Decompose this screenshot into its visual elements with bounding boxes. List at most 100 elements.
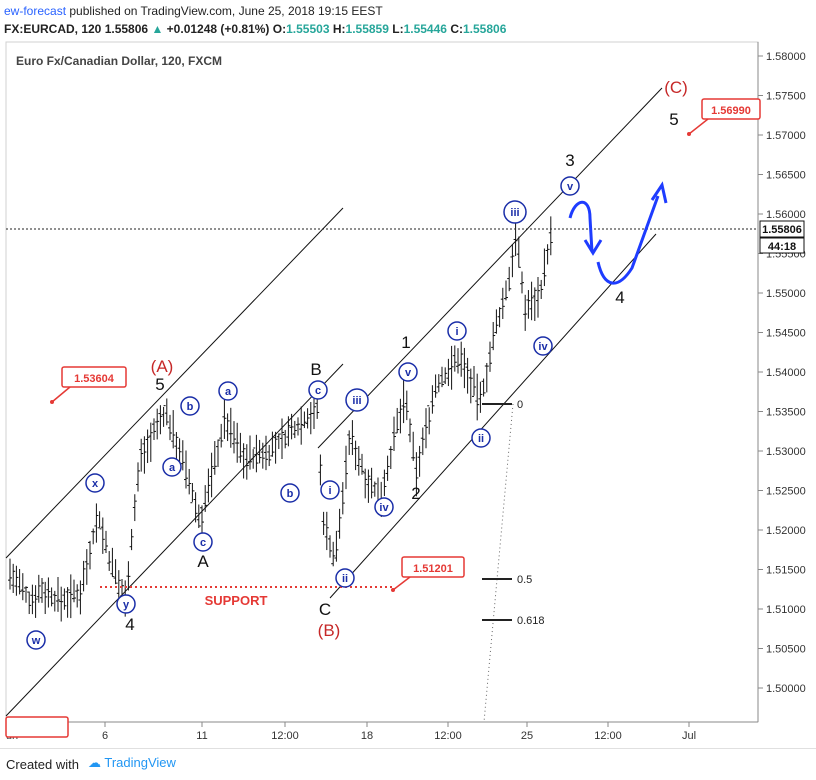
circled-wave-iii: iii xyxy=(503,200,527,224)
candle xyxy=(212,441,217,475)
circled-wave-y: y xyxy=(116,594,136,614)
price-tick-label: 1.51500 xyxy=(766,565,806,577)
svg-text:y: y xyxy=(123,599,130,611)
candle xyxy=(222,399,227,439)
candle xyxy=(196,504,201,529)
candle xyxy=(347,430,352,455)
candle xyxy=(158,405,163,435)
circled-wave-iv: iv xyxy=(374,497,394,517)
circled-wave-c: c xyxy=(308,380,328,400)
circled-wave-x: x xyxy=(85,473,105,493)
candle xyxy=(305,408,310,429)
candle xyxy=(424,408,428,449)
candle xyxy=(56,576,60,612)
time-tick-label: Jul xyxy=(682,730,696,742)
svg-text:v: v xyxy=(405,367,412,379)
candle xyxy=(91,528,96,545)
candle xyxy=(360,453,364,475)
last-price-tag-text: 1.55806 xyxy=(762,224,802,236)
wave-label-C: C xyxy=(319,600,331,619)
candle xyxy=(353,440,358,471)
candle xyxy=(193,492,198,523)
candle xyxy=(187,468,192,495)
wave-label-4-left: 4 xyxy=(125,615,134,634)
candle xyxy=(104,530,108,554)
channel-lines xyxy=(5,87,663,717)
svg-text:v: v xyxy=(567,181,574,193)
price-tick-label: 1.55000 xyxy=(766,288,806,300)
low-label: L: xyxy=(392,22,404,36)
candle xyxy=(257,439,262,464)
candle xyxy=(81,560,86,592)
candle xyxy=(139,438,144,472)
wave-label-5-right: 5 xyxy=(669,110,678,129)
time-tick-label: 18 xyxy=(361,730,373,742)
candle xyxy=(97,511,102,530)
svg-text:x: x xyxy=(92,478,99,490)
candle xyxy=(238,432,243,463)
candle xyxy=(331,541,336,567)
candle xyxy=(481,378,486,397)
candle xyxy=(94,503,99,543)
price-axis: 1.580001.575001.570001.565001.560001.555… xyxy=(758,51,806,695)
open-label: O: xyxy=(272,22,287,36)
time-tick-label: 11 xyxy=(196,730,207,742)
candle xyxy=(203,485,208,512)
candle xyxy=(88,540,92,570)
wave-label-B: B xyxy=(310,360,321,379)
candle xyxy=(11,563,16,593)
projection-curve-down xyxy=(568,200,594,253)
candle xyxy=(190,483,195,504)
candle xyxy=(520,271,524,294)
candle xyxy=(523,294,528,331)
candle xyxy=(267,444,272,467)
candle xyxy=(417,445,422,477)
candle xyxy=(440,366,444,388)
candle xyxy=(529,281,534,321)
candle xyxy=(350,420,355,456)
candle xyxy=(427,405,432,435)
candle xyxy=(539,279,544,299)
candle xyxy=(260,442,265,469)
candle xyxy=(17,568,22,595)
candle xyxy=(225,413,230,442)
candle xyxy=(344,445,348,490)
arrow-down-icon xyxy=(583,239,603,256)
tradingview-logo[interactable]: ☁ TradingView xyxy=(88,755,176,771)
up-arrow-icon: ▲ xyxy=(151,22,164,36)
candle xyxy=(283,429,288,449)
candle xyxy=(235,422,240,463)
candle xyxy=(299,406,304,445)
circled-wave-iii: iii xyxy=(345,388,369,412)
price-tick-label: 1.52000 xyxy=(766,525,806,537)
candle xyxy=(14,565,19,596)
last-price-tag xyxy=(759,220,805,238)
high-label: H: xyxy=(332,22,346,36)
author-link[interactable]: ew-forecast xyxy=(4,4,67,18)
price-callout-2: 1.51201 xyxy=(391,556,465,592)
candle xyxy=(161,405,166,427)
candle xyxy=(497,307,502,328)
circled-wave-c: c xyxy=(193,532,213,552)
candle xyxy=(46,577,51,608)
candle xyxy=(164,398,169,426)
change: +0.01248 (+0.81%) xyxy=(166,22,270,36)
price-callout-3-text: 1.56990 xyxy=(711,105,751,117)
circled-wave-iv: iv xyxy=(533,336,553,356)
candle xyxy=(443,367,448,385)
wave-label-1: 1 xyxy=(401,333,410,352)
candle xyxy=(414,452,419,497)
candles xyxy=(8,216,553,622)
candle xyxy=(289,413,294,440)
candle xyxy=(36,574,41,603)
price-callout-2-text: 1.51201 xyxy=(413,563,453,575)
price-chart[interactable]: Euro Fx/Canadian Dollar, 120, FXCM 1.580… xyxy=(0,0,816,748)
candle xyxy=(286,416,291,447)
fib-tool: 0 0.5 0.618 xyxy=(482,399,545,723)
arrow-up-icon xyxy=(650,181,668,204)
candle xyxy=(33,585,38,618)
candle xyxy=(452,345,457,372)
candle xyxy=(27,591,32,615)
created-with: Created with xyxy=(6,757,79,772)
candle xyxy=(52,590,57,612)
